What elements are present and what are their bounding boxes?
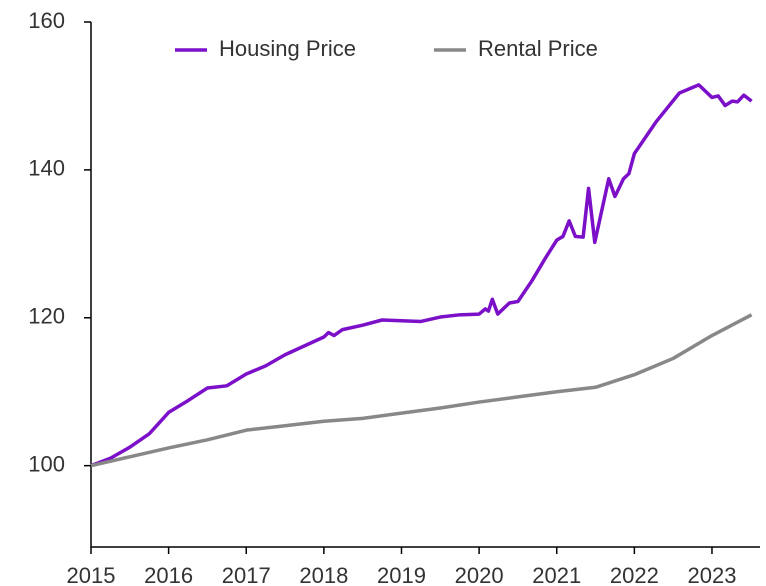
legend-label: Rental Price bbox=[478, 36, 598, 61]
x-tick-label: 2018 bbox=[299, 563, 348, 586]
x-tick-label: 2022 bbox=[610, 563, 659, 586]
y-tick-label: 160 bbox=[28, 8, 65, 33]
series-line bbox=[90, 83, 753, 468]
y-tick-label: 100 bbox=[28, 451, 65, 476]
x-tick-label: 2017 bbox=[222, 563, 271, 586]
x-tick-label: 2015 bbox=[67, 563, 116, 586]
series-line bbox=[90, 313, 753, 468]
x-tick-label: 2019 bbox=[377, 563, 426, 586]
x-tick-label: 2023 bbox=[688, 563, 737, 586]
x-tick-label: 2020 bbox=[455, 563, 504, 586]
x-tick-label: 2016 bbox=[144, 563, 193, 586]
x-tick-label: 2021 bbox=[532, 563, 581, 586]
y-tick-label: 140 bbox=[28, 156, 65, 181]
y-tick-label: 120 bbox=[28, 304, 65, 329]
legend-label: Housing Price bbox=[219, 36, 356, 61]
